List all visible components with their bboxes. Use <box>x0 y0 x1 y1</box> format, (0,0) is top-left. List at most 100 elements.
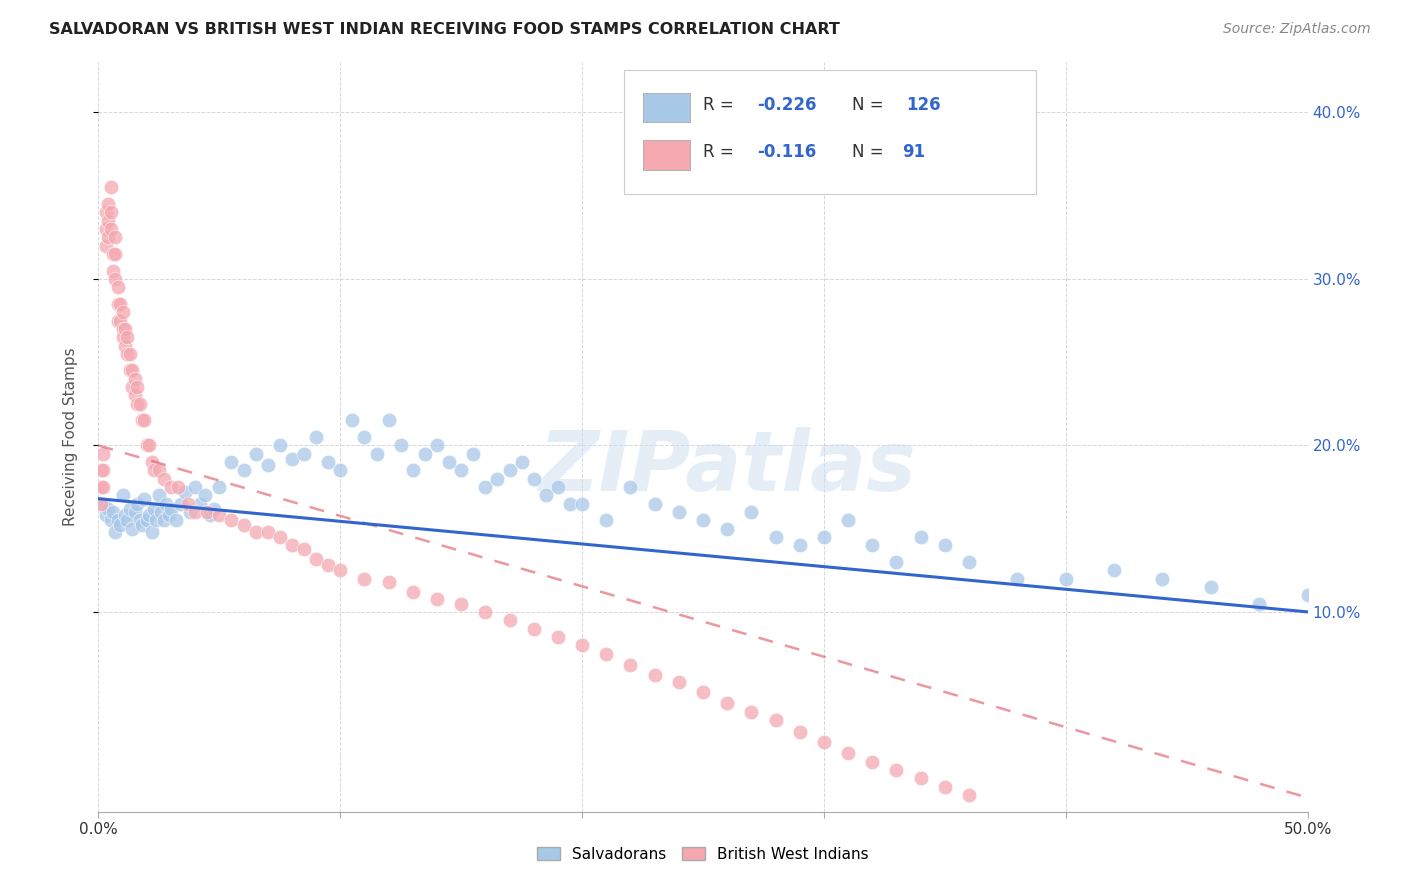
Point <box>1249 597 1271 611</box>
Text: -0.116: -0.116 <box>758 144 817 161</box>
Point <box>108 313 131 327</box>
Point <box>208 480 231 494</box>
Point <box>886 555 908 569</box>
Point <box>377 413 399 427</box>
Point <box>128 513 150 527</box>
Point <box>402 463 425 477</box>
Point <box>174 485 197 500</box>
Point <box>329 463 352 477</box>
Point <box>97 501 120 516</box>
Point <box>269 438 291 452</box>
Point <box>619 480 641 494</box>
Point <box>1102 563 1125 577</box>
Point <box>141 455 163 469</box>
Point <box>716 697 738 711</box>
Point <box>157 508 180 523</box>
Point <box>108 518 131 533</box>
Point <box>281 538 304 552</box>
Point <box>114 338 136 352</box>
Point <box>124 372 146 386</box>
Point <box>886 763 908 777</box>
Point <box>117 513 139 527</box>
Point <box>108 297 131 311</box>
Point <box>165 513 187 527</box>
Point <box>692 513 714 527</box>
Point <box>104 272 127 286</box>
Point <box>198 508 221 523</box>
Point <box>100 222 122 236</box>
Point <box>188 497 211 511</box>
Point <box>208 508 231 523</box>
Point <box>127 380 149 394</box>
Text: N =: N = <box>852 144 889 161</box>
Point <box>389 438 412 452</box>
Point <box>910 772 932 786</box>
Point <box>366 447 388 461</box>
Point <box>558 497 581 511</box>
Point <box>117 347 139 361</box>
Point <box>90 463 112 477</box>
Point <box>111 488 134 502</box>
Point <box>124 388 146 402</box>
Point <box>143 501 166 516</box>
Point <box>127 397 149 411</box>
Point <box>571 638 593 652</box>
Point <box>101 247 124 261</box>
FancyBboxPatch shape <box>624 70 1035 194</box>
Point <box>131 518 153 533</box>
Point <box>644 668 666 682</box>
Point <box>571 497 593 511</box>
Point <box>232 463 254 477</box>
FancyBboxPatch shape <box>643 93 690 122</box>
Point <box>204 501 226 516</box>
Point <box>111 322 134 336</box>
Text: ZIPatlas: ZIPatlas <box>538 426 917 508</box>
Point <box>413 447 436 461</box>
Point <box>534 488 557 502</box>
Point <box>474 480 496 494</box>
Point <box>1054 572 1077 586</box>
Point <box>91 463 114 477</box>
Point <box>143 463 166 477</box>
Point <box>860 538 883 552</box>
Point <box>141 524 163 539</box>
Legend: Salvadorans, British West Indians: Salvadorans, British West Indians <box>531 840 875 868</box>
Point <box>957 788 980 802</box>
Point <box>934 780 956 794</box>
Point <box>194 488 217 502</box>
Point <box>353 430 375 444</box>
Point <box>94 238 117 252</box>
Point <box>740 705 762 719</box>
Point <box>111 330 134 344</box>
Point <box>377 574 399 589</box>
Point <box>155 497 177 511</box>
Point <box>145 513 167 527</box>
Point <box>789 724 811 739</box>
Point <box>305 551 328 566</box>
Point <box>90 480 112 494</box>
Text: SALVADORAN VS BRITISH WEST INDIAN RECEIVING FOOD STAMPS CORRELATION CHART: SALVADORAN VS BRITISH WEST INDIAN RECEIV… <box>49 22 841 37</box>
Text: R =: R = <box>703 96 740 114</box>
Point <box>179 505 201 519</box>
Point <box>292 447 315 461</box>
Point <box>221 455 243 469</box>
Point <box>100 180 122 194</box>
Point <box>148 488 170 502</box>
Point <box>426 438 449 452</box>
Point <box>160 501 183 516</box>
Point <box>256 458 278 473</box>
Point <box>94 205 117 219</box>
Point <box>107 313 129 327</box>
Point <box>789 538 811 552</box>
Point <box>353 572 375 586</box>
Point <box>184 505 207 519</box>
Point <box>121 363 143 377</box>
Point <box>91 480 114 494</box>
Point <box>104 230 127 244</box>
Point <box>94 222 117 236</box>
Point <box>245 447 267 461</box>
Point <box>813 735 835 749</box>
Point <box>131 413 153 427</box>
Point <box>498 463 520 477</box>
Point <box>245 524 267 539</box>
